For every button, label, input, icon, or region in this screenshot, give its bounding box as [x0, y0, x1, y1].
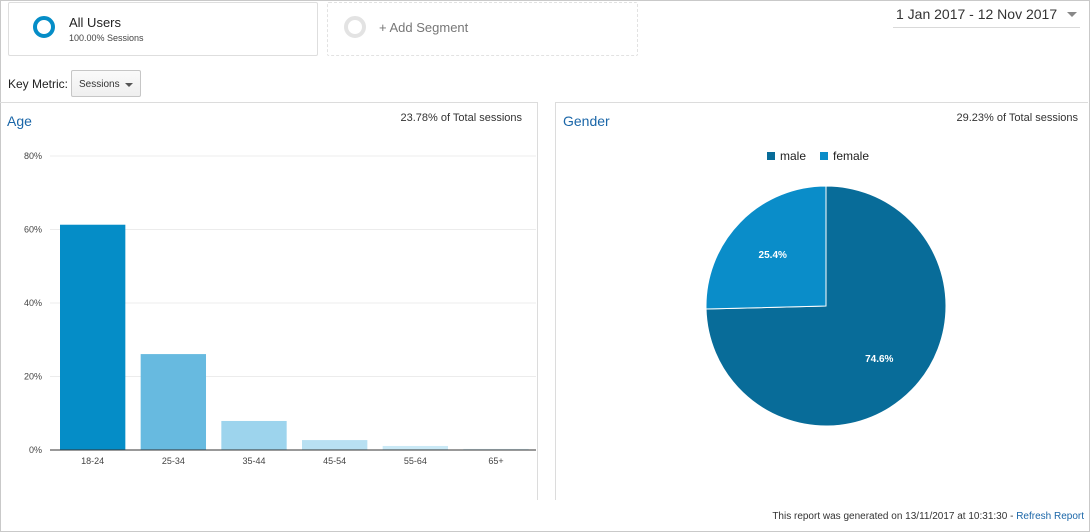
x-tick-label: 55-64: [404, 456, 427, 466]
age-bar-35-44: [221, 420, 287, 450]
legend-swatch-male: [767, 152, 775, 160]
legend-swatch-female: [820, 152, 828, 160]
x-tick-label: 45-54: [323, 456, 346, 466]
segment-all-users[interactable]: All Users 100.00% Sessions: [8, 2, 318, 56]
key-metric-value: Sessions: [79, 79, 120, 90]
x-tick-label: 65+: [488, 456, 503, 466]
age-title: Age: [7, 113, 32, 129]
x-tick-label: 25-34: [162, 456, 185, 466]
add-segment-button[interactable]: + Add Segment: [327, 2, 638, 56]
key-metric-dropdown[interactable]: Sessions: [71, 70, 141, 97]
segment-subtitle: 100.00% Sessions: [69, 33, 144, 43]
y-tick-label: 80%: [24, 151, 42, 161]
gender-total-sessions: 29.23% of Total sessions: [956, 112, 1078, 124]
y-tick-label: 40%: [24, 298, 42, 308]
gender-pie-chart: male female 74.6% 25.4%: [705, 149, 947, 427]
gender-panel: Gender 29.23% of Total sessions male fema…: [555, 102, 1088, 500]
age-bar-55-64: [382, 445, 449, 450]
gender-title: Gender: [563, 113, 610, 129]
y-tick-label: 0%: [29, 445, 42, 455]
age-bar-25-34: [140, 354, 207, 450]
date-range-picker[interactable]: 1 Jan 2017 - 12 Nov 2017: [893, 1, 1080, 28]
age-bar-45-54: [302, 440, 368, 450]
add-segment-label: + Add Segment: [379, 20, 469, 35]
date-range-text: 1 Jan 2017 - 12 Nov 2017: [896, 6, 1058, 22]
age-panel: Age 23.78% of Total sessions 0% 20% 40% 60%…: [0, 102, 538, 500]
y-tick-label: 60%: [24, 225, 42, 235]
pie-value-label-male: 74.6%: [865, 354, 893, 365]
x-tick-label: 18-24: [81, 456, 104, 466]
segment-title: All Users: [69, 15, 122, 30]
age-bar-chart: 0% 20% 40% 60% 80% 18-24 25-34 35-44 45-54 55-64 6…: [24, 151, 536, 466]
chevron-down-icon: [1067, 12, 1077, 17]
age-bar-18-24: [60, 224, 126, 450]
empty-segment-ring-icon: [344, 16, 366, 38]
report-generated-text: This report was generated on 13/11/2017 …: [772, 511, 1017, 522]
pie-value-label-female: 25.4%: [759, 250, 787, 261]
report-footer: This report was generated on 13/11/2017 …: [772, 511, 1084, 522]
age-total-sessions: 23.78% of Total sessions: [400, 112, 522, 124]
legend-label-male: male: [780, 149, 806, 163]
segment-ring-icon: [33, 16, 55, 38]
y-tick-label: 20%: [24, 372, 42, 382]
age-bar-65+: [463, 448, 529, 450]
x-tick-label: 35-44: [242, 456, 265, 466]
chevron-down-icon: [125, 83, 133, 87]
legend-label-female: female: [833, 149, 869, 163]
refresh-report-link[interactable]: Refresh Report: [1016, 511, 1084, 522]
key-metric-label: Key Metric:: [8, 77, 69, 91]
pie-slice-female: [705, 185, 827, 310]
